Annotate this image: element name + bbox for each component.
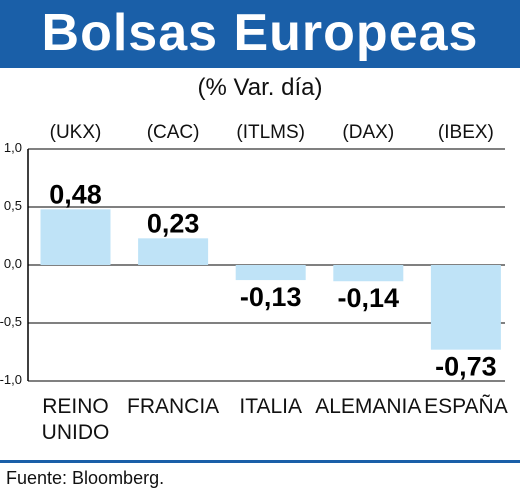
y-tick-label: -0,5	[0, 314, 22, 329]
index-code-label: (DAX)	[342, 122, 394, 143]
index-code-label: (ITLMS)	[236, 122, 305, 143]
bar-value-label: -0,14	[338, 283, 400, 313]
category-label: REINO	[42, 395, 109, 418]
source-note: Fuente: Bloomberg.	[6, 468, 165, 488]
y-tick-label: -1,0	[0, 372, 22, 387]
index-code-label: (IBEX)	[438, 122, 494, 143]
bar-value-label: -0,13	[240, 282, 302, 312]
bar-value-label: 0,23	[147, 208, 200, 238]
bar-value-label: -0,73	[435, 352, 497, 382]
category-label: ESPAÑA	[424, 394, 508, 418]
index-code-label: (CAC)	[147, 122, 200, 143]
category-label: ALEMANIA	[315, 395, 421, 418]
bar	[235, 265, 306, 281]
title-banner: Bolsas Europeas	[0, 0, 520, 68]
footer-divider	[0, 460, 520, 463]
bar	[333, 265, 404, 282]
bar-chart: 1,0 0,5 0,0 -0,5 -1,0 (UKX) 0,48 REINO UNIDO (CAC…	[0, 122, 508, 444]
category-label: ITALIA	[239, 395, 302, 418]
category-label: FRANCIA	[127, 395, 219, 418]
bar-value-label: 0,48	[49, 179, 102, 209]
index-code-label: (UKX)	[50, 122, 102, 143]
category-label: UNIDO	[42, 421, 110, 444]
y-tick-label: 1,0	[4, 140, 22, 155]
bar	[40, 209, 111, 265]
y-tick-label: 0,0	[4, 256, 22, 271]
bar	[138, 238, 209, 265]
bar	[430, 265, 501, 350]
chart-subtitle: (% Var. día)	[197, 74, 323, 101]
chart-title: Bolsas Europeas	[41, 4, 479, 62]
y-tick-label: 0,5	[4, 198, 22, 213]
